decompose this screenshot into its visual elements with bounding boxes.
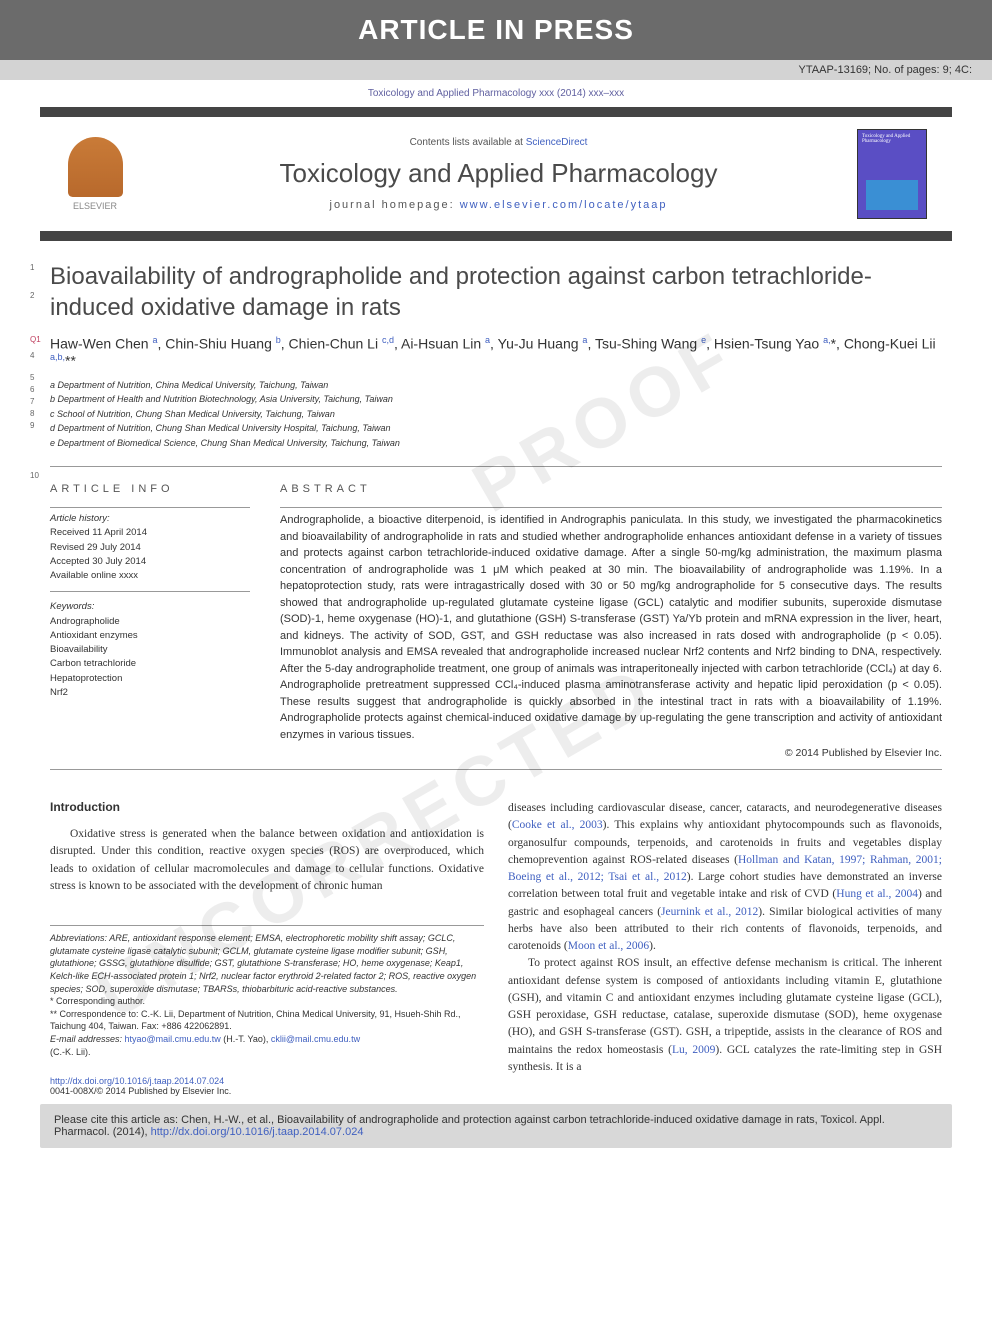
elsevier-tree-icon — [68, 137, 123, 197]
abstract-heading: ABSTRACT — [280, 483, 942, 495]
line-num: 2 — [30, 291, 34, 300]
keyword: Carbon tetrachloride — [50, 657, 250, 671]
affiliations-block: a Department of Nutrition, China Medical… — [50, 379, 942, 451]
keywords-block: Keywords: Andrographolide Antioxidant en… — [50, 600, 250, 700]
contents-prefix: Contents lists available at — [410, 137, 526, 148]
corresponding-author-1: * Corresponding author. — [50, 995, 484, 1008]
divider — [50, 769, 942, 770]
email-link-2[interactable]: cklii@mail.cmu.edu.tw — [271, 1034, 360, 1044]
divider — [50, 507, 250, 508]
email-line: E-mail addresses: htyao@mail.cmu.edu.tw … — [50, 1033, 484, 1046]
affiliation-item: d Department of Nutrition, Chung Shan Me… — [50, 422, 942, 436]
keyword: Andrographolide — [50, 615, 250, 629]
elsevier-label: ELSEVIER — [73, 201, 117, 211]
elsevier-logo: ELSEVIER — [60, 132, 130, 217]
line-num-q1: Q1 — [30, 335, 41, 344]
journal-homepage-link[interactable]: www.elsevier.com/locate/ytaap — [460, 199, 668, 211]
line-num: 6 — [30, 385, 34, 394]
issn-line: 0041-008X/© 2014 Published by Elsevier I… — [50, 1086, 231, 1096]
line-num: 4 — [30, 351, 34, 360]
history-item: Available online xxxx — [50, 569, 250, 583]
corresponding-author-2: ** Correspondence to: C.-K. Lii, Departm… — [50, 1008, 484, 1033]
line-num: 7 — [30, 397, 34, 406]
divider — [280, 507, 942, 508]
copyright-line: © 2014 Published by Elsevier Inc. — [280, 747, 942, 759]
article-info-heading: ARTICLE INFO — [50, 483, 250, 495]
line-num: 5 — [30, 373, 34, 382]
journal-reference: Toxicology and Applied Pharmacology xxx … — [0, 80, 992, 107]
keyword: Bioavailability — [50, 643, 250, 657]
divider — [50, 466, 942, 467]
introduction-heading: Introduction — [50, 800, 484, 814]
line-num: 8 — [30, 409, 34, 418]
journal-name: Toxicology and Applied Pharmacology — [160, 158, 837, 189]
contents-available-line: Contents lists available at ScienceDirec… — [160, 137, 837, 148]
keyword: Hepatoprotection — [50, 672, 250, 686]
line-num: 1 — [30, 263, 34, 272]
keyword: Nrf2 — [50, 686, 250, 700]
abbreviations-footnote: Abbreviations: ARE, antioxidant response… — [50, 932, 484, 995]
journal-homepage-line: journal homepage: www.elsevier.com/locat… — [160, 199, 837, 211]
divider — [50, 591, 250, 592]
history-item: Accepted 30 July 2014 — [50, 555, 250, 569]
citation-box: Please cite this article as: Chen, H.-W.… — [40, 1104, 952, 1148]
citation-doi-link[interactable]: http://dx.doi.org/10.1016/j.taap.2014.07… — [151, 1126, 364, 1138]
history-item: Received 11 April 2014 — [50, 526, 250, 540]
email-name-2: (C.-K. Lii). — [50, 1046, 484, 1059]
journal-masthead: ELSEVIER Contents lists available at Sci… — [40, 107, 952, 241]
article-title: Bioavailability of andrographolide and p… — [50, 261, 942, 323]
abbrev-text: Abbreviations: ARE, antioxidant response… — [50, 933, 476, 993]
affiliation-item: e Department of Biomedical Science, Chun… — [50, 437, 942, 451]
affiliation-item: c School of Nutrition, Chung Shan Medica… — [50, 408, 942, 422]
doi-block: http://dx.doi.org/10.1016/j.taap.2014.07… — [50, 1076, 484, 1096]
journal-cover-thumbnail: Toxicology and Applied Pharmacology — [857, 129, 927, 219]
intro-paragraph: diseases including cardiovascular diseas… — [508, 800, 942, 955]
affiliation-item: b Department of Health and Nutrition Bio… — [50, 393, 942, 407]
email-name-1: (H.-T. Yao), — [221, 1034, 271, 1044]
doi-link[interactable]: http://dx.doi.org/10.1016/j.taap.2014.07… — [50, 1076, 224, 1086]
cover-label: Toxicology and Applied Pharmacology — [862, 134, 926, 144]
history-label: Article history: — [50, 512, 250, 526]
model-info-bar: YTAAP-13169; No. of pages: 9; 4C: — [0, 60, 992, 80]
homepage-prefix: journal homepage: — [330, 199, 460, 211]
email-link-1[interactable]: htyao@mail.cmu.edu.tw — [125, 1034, 221, 1044]
article-history-block: Article history: Received 11 April 2014 … — [50, 512, 250, 583]
abstract-text: Andrographolide, a bioactive diterpenoid… — [280, 512, 942, 743]
email-label: E-mail addresses: — [50, 1034, 125, 1044]
line-num: 9 — [30, 421, 34, 430]
sciencedirect-link[interactable]: ScienceDirect — [526, 137, 588, 148]
affiliation-item: a Department of Nutrition, China Medical… — [50, 379, 942, 393]
history-item: Revised 29 July 2014 — [50, 541, 250, 555]
intro-paragraph: Oxidative stress is generated when the b… — [50, 826, 484, 895]
intro-paragraph: To protect against ROS insult, an effect… — [508, 955, 942, 1076]
keywords-label: Keywords: — [50, 600, 250, 614]
line-num: 10 — [30, 471, 39, 480]
authors-list: Haw-Wen Chen a, Chin-Shiu Huang b, Chien… — [50, 335, 942, 368]
article-in-press-banner: ARTICLE IN PRESS — [0, 0, 992, 60]
keyword: Antioxidant enzymes — [50, 629, 250, 643]
